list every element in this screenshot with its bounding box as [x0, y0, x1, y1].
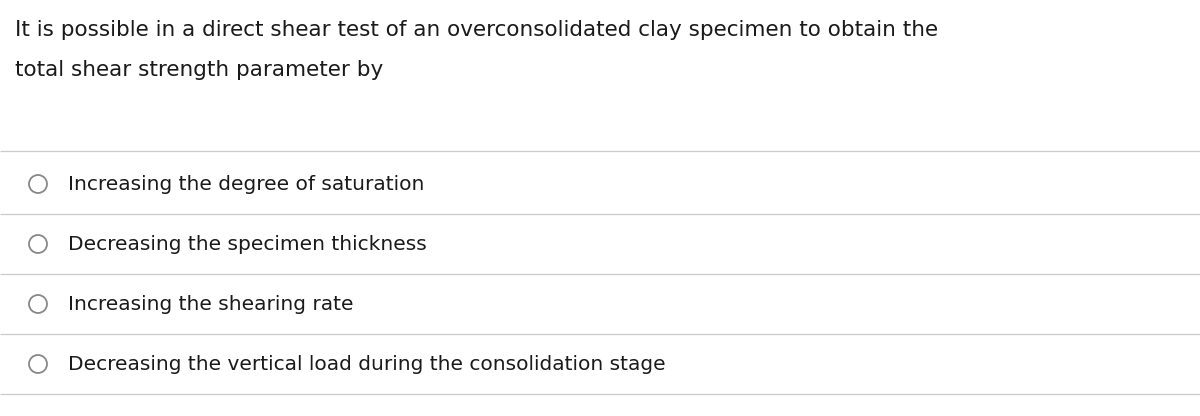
Text: total shear strength parameter by: total shear strength parameter by — [14, 60, 383, 80]
Text: Decreasing the specimen thickness: Decreasing the specimen thickness — [68, 235, 427, 253]
Text: Increasing the degree of saturation: Increasing the degree of saturation — [68, 174, 425, 193]
Text: It is possible in a direct shear test of an overconsolidated clay specimen to ob: It is possible in a direct shear test of… — [14, 20, 938, 40]
Text: Decreasing the vertical load during the consolidation stage: Decreasing the vertical load during the … — [68, 354, 666, 374]
Text: Increasing the shearing rate: Increasing the shearing rate — [68, 295, 354, 314]
